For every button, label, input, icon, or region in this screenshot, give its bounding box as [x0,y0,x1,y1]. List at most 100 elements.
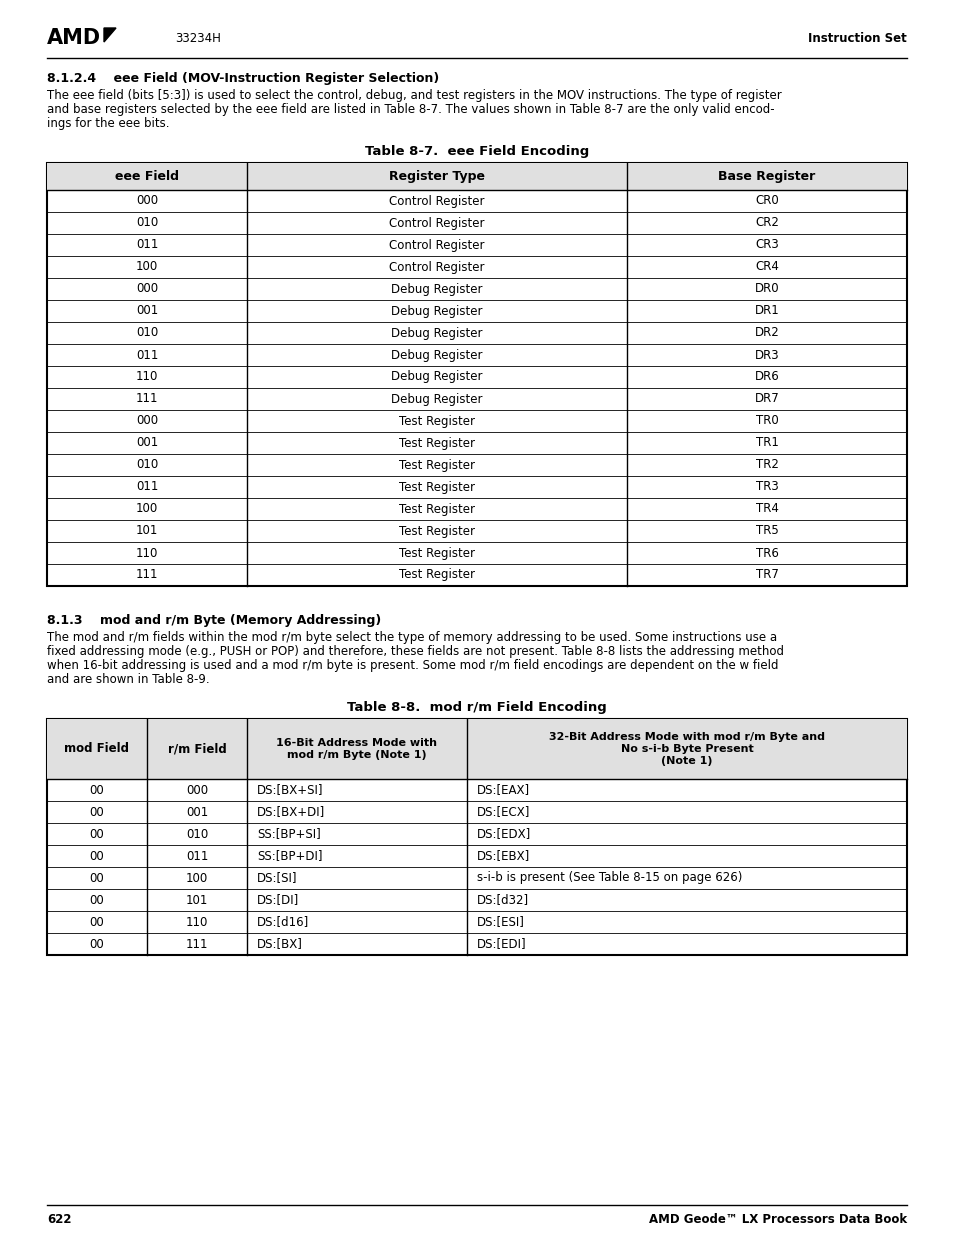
Text: Control Register: Control Register [389,238,484,252]
Text: 00: 00 [90,872,104,884]
Text: Test Register: Test Register [398,436,475,450]
Text: 010: 010 [135,216,158,230]
Text: Debug Register: Debug Register [391,348,482,362]
Text: 000: 000 [186,783,208,797]
Text: 8.1.3    mod and r/m Byte (Memory Addressing): 8.1.3 mod and r/m Byte (Memory Addressin… [47,614,381,627]
Text: Debug Register: Debug Register [391,393,482,405]
Text: Test Register: Test Register [398,480,475,494]
Text: 00: 00 [90,937,104,951]
Text: Test Register: Test Register [398,547,475,559]
Text: 100: 100 [135,261,158,273]
Text: 622: 622 [47,1213,71,1226]
Text: 32-Bit Address Mode with mod r/m Byte and
No s-i-b Byte Present
(Note 1): 32-Bit Address Mode with mod r/m Byte an… [548,732,824,766]
Text: TR1: TR1 [755,436,778,450]
Text: 011: 011 [135,238,158,252]
Text: 111: 111 [135,393,158,405]
Text: Debug Register: Debug Register [391,283,482,295]
Text: DR0: DR0 [754,283,779,295]
Text: 000: 000 [135,415,158,427]
Text: 111: 111 [186,937,208,951]
Text: DR1: DR1 [754,305,779,317]
Text: r/m Field: r/m Field [168,742,226,756]
Text: 101: 101 [186,893,208,906]
Text: DR2: DR2 [754,326,779,340]
Text: CR4: CR4 [754,261,778,273]
Text: Register Type: Register Type [389,170,484,183]
Text: DR7: DR7 [754,393,779,405]
Text: Base Register: Base Register [718,170,815,183]
Text: Test Register: Test Register [398,503,475,515]
Text: 001: 001 [135,305,158,317]
Text: TR0: TR0 [755,415,778,427]
Text: 011: 011 [135,480,158,494]
Text: Test Register: Test Register [398,458,475,472]
Text: CR2: CR2 [754,216,778,230]
Text: DS:[EDX]: DS:[EDX] [476,827,531,841]
Text: s-i-b is present (See Table 8-15 on page 626): s-i-b is present (See Table 8-15 on page… [476,872,741,884]
Text: eee Field: eee Field [115,170,179,183]
Text: DS:[BX+DI]: DS:[BX+DI] [256,805,325,819]
Text: 8.1.2.4    eee Field (MOV-Instruction Register Selection): 8.1.2.4 eee Field (MOV-Instruction Regis… [47,72,438,85]
Text: and are shown in Table 8-9.: and are shown in Table 8-9. [47,673,210,685]
Text: Debug Register: Debug Register [391,305,482,317]
Text: 001: 001 [135,436,158,450]
Text: DS:[ESI]: DS:[ESI] [476,915,524,929]
Text: 110: 110 [135,370,158,384]
Text: 101: 101 [135,525,158,537]
Text: 00: 00 [90,783,104,797]
Text: 000: 000 [135,283,158,295]
Text: 00: 00 [90,805,104,819]
Text: TR7: TR7 [755,568,778,582]
Text: DS:[ECX]: DS:[ECX] [476,805,530,819]
Text: The mod and r/m fields within the mod r/m byte select the type of memory address: The mod and r/m fields within the mod r/… [47,631,777,643]
Text: DS:[EBX]: DS:[EBX] [476,850,530,862]
Text: DS:[EAX]: DS:[EAX] [476,783,530,797]
Text: TR6: TR6 [755,547,778,559]
Text: SS:[BP+SI]: SS:[BP+SI] [256,827,320,841]
Text: CR0: CR0 [755,194,778,207]
Text: 111: 111 [135,568,158,582]
Text: Table 8-7.  eee Field Encoding: Table 8-7. eee Field Encoding [364,144,589,158]
Text: 00: 00 [90,850,104,862]
Text: 001: 001 [186,805,208,819]
Text: when 16-bit addressing is used and a mod r/m byte is present. Some mod r/m field: when 16-bit addressing is used and a mod… [47,659,778,672]
Text: 16-Bit Address Mode with
mod r/m Byte (Note 1): 16-Bit Address Mode with mod r/m Byte (N… [276,739,437,760]
Text: Test Register: Test Register [398,415,475,427]
Text: 00: 00 [90,915,104,929]
Text: 100: 100 [186,872,208,884]
Text: 010: 010 [186,827,208,841]
Text: TR4: TR4 [755,503,778,515]
Text: DS:[SI]: DS:[SI] [256,872,297,884]
Text: DR6: DR6 [754,370,779,384]
Text: 110: 110 [186,915,208,929]
Text: 00: 00 [90,893,104,906]
Text: AMD: AMD [47,28,101,48]
Text: TR3: TR3 [755,480,778,494]
Text: DS:[DI]: DS:[DI] [256,893,299,906]
Text: Table 8-8.  mod r/m Field Encoding: Table 8-8. mod r/m Field Encoding [347,701,606,714]
Text: Control Register: Control Register [389,216,484,230]
Text: 010: 010 [135,458,158,472]
Text: DS:[d32]: DS:[d32] [476,893,529,906]
Text: 011: 011 [135,348,158,362]
Text: DS:[d16]: DS:[d16] [256,915,309,929]
Text: Control Register: Control Register [389,194,484,207]
Text: TR5: TR5 [755,525,778,537]
Text: SS:[BP+DI]: SS:[BP+DI] [256,850,322,862]
Text: 33234H: 33234H [174,32,221,44]
Text: Test Register: Test Register [398,568,475,582]
Text: AMD Geode™ LX Processors Data Book: AMD Geode™ LX Processors Data Book [648,1213,906,1226]
Text: DR3: DR3 [754,348,779,362]
Text: DS:[EDI]: DS:[EDI] [476,937,526,951]
Text: ings for the eee bits.: ings for the eee bits. [47,117,170,130]
Text: DS:[BX+SI]: DS:[BX+SI] [256,783,323,797]
Text: CR3: CR3 [755,238,778,252]
Text: DS:[BX]: DS:[BX] [256,937,302,951]
Text: 011: 011 [186,850,208,862]
Text: 100: 100 [135,503,158,515]
Text: 010: 010 [135,326,158,340]
Text: Control Register: Control Register [389,261,484,273]
Text: 00: 00 [90,827,104,841]
Text: Debug Register: Debug Register [391,326,482,340]
Text: fixed addressing mode (e.g., PUSH or POP) and therefore, these fields are not pr: fixed addressing mode (e.g., PUSH or POP… [47,645,783,658]
